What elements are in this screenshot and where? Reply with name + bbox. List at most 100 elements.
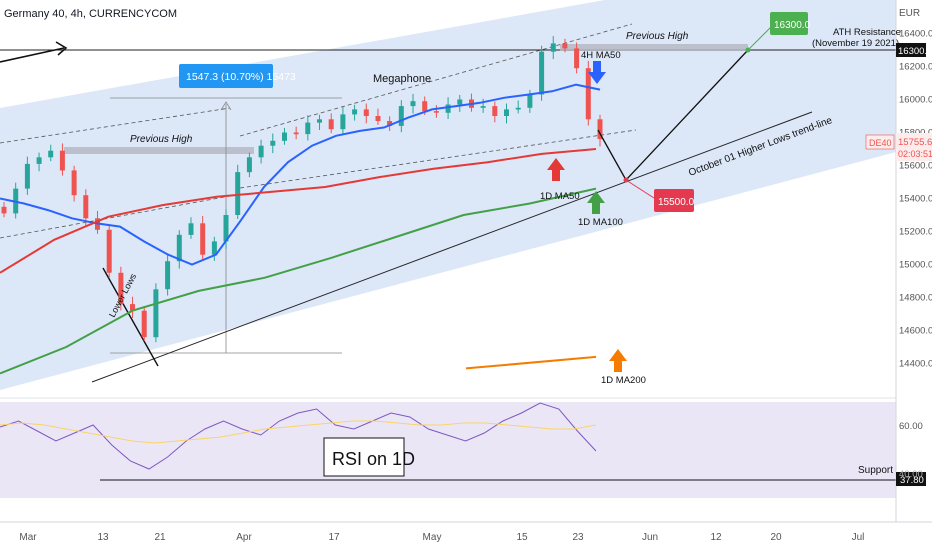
x-tick-label: Jul bbox=[852, 532, 865, 543]
candle-body bbox=[59, 150, 65, 171]
x-tick-label: Jun bbox=[642, 532, 658, 543]
y-tick-label: 16000.0 bbox=[899, 95, 932, 106]
higher-lows-trendline bbox=[91, 111, 813, 383]
x-tick-label: Apr bbox=[236, 532, 252, 543]
left-dashed-lower bbox=[0, 195, 231, 239]
rsi-tick-60: 60.00 bbox=[899, 421, 923, 432]
x-tick-label: 20 bbox=[770, 532, 782, 543]
candle-body bbox=[375, 116, 381, 121]
rsi-group bbox=[0, 402, 597, 470]
y-tick-label: 16400.0 bbox=[899, 29, 932, 40]
x-tick-label: 13 bbox=[97, 532, 109, 543]
symbol-tag: DE40 bbox=[869, 138, 892, 148]
candle-body bbox=[270, 140, 276, 146]
candle-body bbox=[188, 223, 194, 235]
arrow-up-1d-ma200 bbox=[609, 349, 627, 372]
candle-body bbox=[387, 121, 393, 126]
candle-body bbox=[211, 241, 217, 255]
candle-body bbox=[515, 107, 521, 110]
candle-body bbox=[410, 101, 416, 107]
candle-body bbox=[597, 119, 603, 140]
candle-body bbox=[176, 234, 182, 262]
lower-lows-line bbox=[102, 267, 159, 367]
candle-body bbox=[422, 101, 428, 112]
candle-body bbox=[235, 172, 241, 215]
candle-body bbox=[305, 122, 311, 135]
y-tick-label: 15600.0 bbox=[899, 161, 932, 172]
candle-body bbox=[153, 289, 159, 338]
pointer-arrow-shaft bbox=[0, 47, 65, 63]
candle-body bbox=[352, 109, 358, 115]
candle-body bbox=[165, 261, 171, 290]
rsi-support-label: Support bbox=[858, 465, 893, 476]
countdown: 02:03:51 bbox=[898, 149, 932, 159]
target-pointer bbox=[747, 25, 773, 51]
candle-body bbox=[457, 99, 463, 105]
candle-body bbox=[83, 195, 89, 219]
label-1d-ma200: 1D MA200 bbox=[601, 375, 646, 386]
currency-label: EUR bbox=[899, 8, 920, 19]
candle-body bbox=[328, 119, 334, 130]
y-tick-label: 14600.0 bbox=[899, 326, 932, 337]
candle-body bbox=[141, 310, 147, 338]
x-tick-label: Mar bbox=[19, 532, 37, 543]
candle-body bbox=[340, 114, 346, 130]
moving-averages-group bbox=[0, 83, 601, 375]
symbol-tag-box bbox=[865, 134, 895, 150]
previous-high-left-label: Previous High bbox=[130, 134, 193, 145]
x-tick-label: May bbox=[423, 532, 442, 543]
ascending-channel bbox=[0, 0, 896, 390]
y-tick-label: 15200.0 bbox=[899, 227, 932, 238]
support-point bbox=[623, 177, 629, 183]
measure-label: 1547.3 (10.70%) 15473 bbox=[186, 71, 296, 83]
target-down-label: 15500.0 bbox=[658, 197, 695, 208]
x-tick-label: 12 bbox=[710, 532, 722, 543]
right-axis-bg bbox=[896, 0, 932, 550]
candle-body bbox=[504, 109, 509, 116]
ma-line-4h-ma50 bbox=[0, 83, 601, 266]
candle-body bbox=[398, 106, 404, 126]
candle-body bbox=[36, 157, 42, 164]
arrow-down-4h-ma50 bbox=[588, 61, 606, 84]
rsi-title: RSI on 1D bbox=[332, 449, 415, 469]
y-tick-label: 14400.0 bbox=[899, 359, 932, 370]
last-price-box bbox=[896, 133, 932, 161]
rsi-support-value: 37.80 bbox=[900, 475, 924, 486]
previous-high-bar-right bbox=[560, 44, 748, 51]
pointer-arrow-head bbox=[55, 41, 68, 56]
arrow-up-1d-ma50 bbox=[547, 158, 565, 181]
candle-body bbox=[1, 206, 7, 214]
candle-body bbox=[246, 157, 252, 173]
target-up-box bbox=[770, 12, 808, 35]
candle-body bbox=[550, 43, 556, 52]
measure-arrow bbox=[220, 101, 232, 111]
x-tick-label: 21 bbox=[154, 532, 166, 543]
chart-title: Germany 40, 4h, CURRENCYCOM bbox=[4, 8, 177, 20]
rsi-ma-line bbox=[0, 420, 597, 444]
target-up-label: 16300.0 bbox=[774, 20, 811, 31]
candle-body bbox=[48, 150, 54, 158]
x-tick-label: 17 bbox=[328, 532, 340, 543]
previous-high-bar-left bbox=[64, 147, 254, 154]
candle-body bbox=[293, 132, 299, 135]
candle-body bbox=[106, 229, 112, 273]
y-tick-label: 15000.0 bbox=[899, 260, 932, 271]
x-tick-label: 23 bbox=[572, 532, 584, 543]
rsi-tick-40: 40.00 bbox=[899, 469, 923, 480]
measure-box bbox=[179, 64, 273, 88]
candle-body bbox=[200, 223, 206, 255]
rsi-band bbox=[0, 402, 896, 498]
y-tick-label: 14800.0 bbox=[899, 293, 932, 304]
label-4h-ma50: 4H MA50 bbox=[581, 50, 621, 61]
ma-line-1d-ma200 bbox=[465, 355, 597, 370]
megaphone-upper-line bbox=[239, 23, 633, 137]
candle-body bbox=[539, 51, 545, 95]
support-pointer bbox=[625, 179, 655, 199]
candle-body bbox=[445, 104, 451, 113]
candle-body bbox=[71, 170, 77, 196]
y-tick-label: 15400.0 bbox=[899, 194, 932, 205]
x-tick-label: 15 bbox=[516, 532, 528, 543]
megaphone-label: Megaphone bbox=[373, 73, 431, 85]
